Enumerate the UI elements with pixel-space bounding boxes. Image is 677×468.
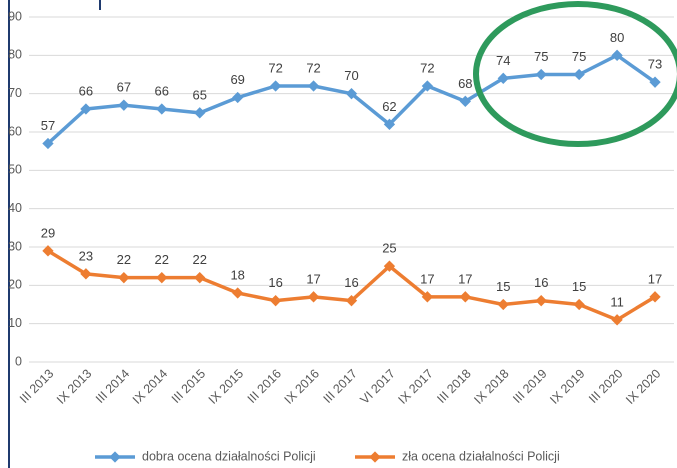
marker — [42, 245, 54, 257]
marker — [421, 291, 434, 303]
marker — [649, 291, 661, 303]
data-label: 72 — [306, 60, 320, 75]
marker — [269, 295, 282, 307]
data-label: 66 — [155, 83, 169, 98]
y-tick-label: 80 — [8, 48, 22, 62]
marker — [232, 287, 244, 299]
data-label: 70 — [344, 68, 358, 83]
y-tick-label: 10 — [8, 316, 22, 330]
data-label: 18 — [230, 267, 244, 282]
marker — [497, 298, 509, 311]
legend-marker — [369, 451, 381, 463]
data-label: 66 — [79, 83, 93, 98]
data-label: 16 — [344, 275, 358, 290]
data-label: 69 — [230, 72, 244, 87]
marker — [156, 272, 168, 284]
data-label: 23 — [79, 248, 93, 263]
data-label: 25 — [382, 241, 396, 256]
data-label: 68 — [458, 76, 472, 91]
data-label: 72 — [420, 60, 434, 75]
y-tick-label: 20 — [8, 278, 22, 292]
data-label: 22 — [117, 252, 131, 267]
data-label: 22 — [155, 252, 169, 267]
highlight-ellipse — [473, 1, 677, 147]
data-label: 11 — [610, 294, 624, 309]
data-label: 57 — [41, 118, 55, 133]
data-label: 72 — [268, 60, 282, 75]
data-label: 65 — [193, 87, 207, 102]
data-label: 16 — [268, 275, 282, 290]
marker — [307, 291, 320, 303]
marker — [383, 260, 396, 272]
data-label: 15 — [496, 279, 510, 294]
y-tick-label: 30 — [8, 239, 22, 253]
data-label: 74 — [496, 53, 510, 68]
marker — [194, 272, 206, 284]
marker — [573, 298, 585, 311]
marker — [459, 291, 471, 303]
marker — [611, 49, 623, 61]
data-label: 22 — [193, 252, 207, 267]
data-label: 15 — [572, 279, 586, 294]
data-label: 17 — [306, 271, 320, 286]
data-label: 75 — [534, 49, 548, 64]
data-label: 67 — [117, 80, 131, 95]
y-tick-label: 0 — [15, 354, 22, 368]
data-label: 80 — [610, 30, 624, 45]
y-tick-label: 70 — [8, 86, 22, 100]
data-label: 17 — [458, 271, 472, 286]
data-label: 73 — [648, 57, 662, 72]
legend-label: zła ocena działalności Policji — [402, 449, 560, 463]
y-tick-label: 90 — [8, 9, 22, 23]
marker — [611, 314, 623, 326]
data-label: 62 — [382, 99, 396, 114]
marker — [345, 295, 358, 307]
y-tick-label: 50 — [8, 163, 22, 177]
data-label: 17 — [420, 271, 434, 286]
data-label: 17 — [648, 271, 662, 286]
data-label: 29 — [41, 225, 55, 240]
marker — [42, 137, 54, 150]
data-label: 75 — [572, 49, 586, 64]
legend-label: dobra ocena działalności Policji — [142, 449, 316, 463]
data-label: 16 — [534, 275, 548, 290]
y-tick-label: 60 — [8, 124, 22, 138]
marker — [535, 295, 547, 307]
y-tick-label: 40 — [8, 201, 22, 215]
